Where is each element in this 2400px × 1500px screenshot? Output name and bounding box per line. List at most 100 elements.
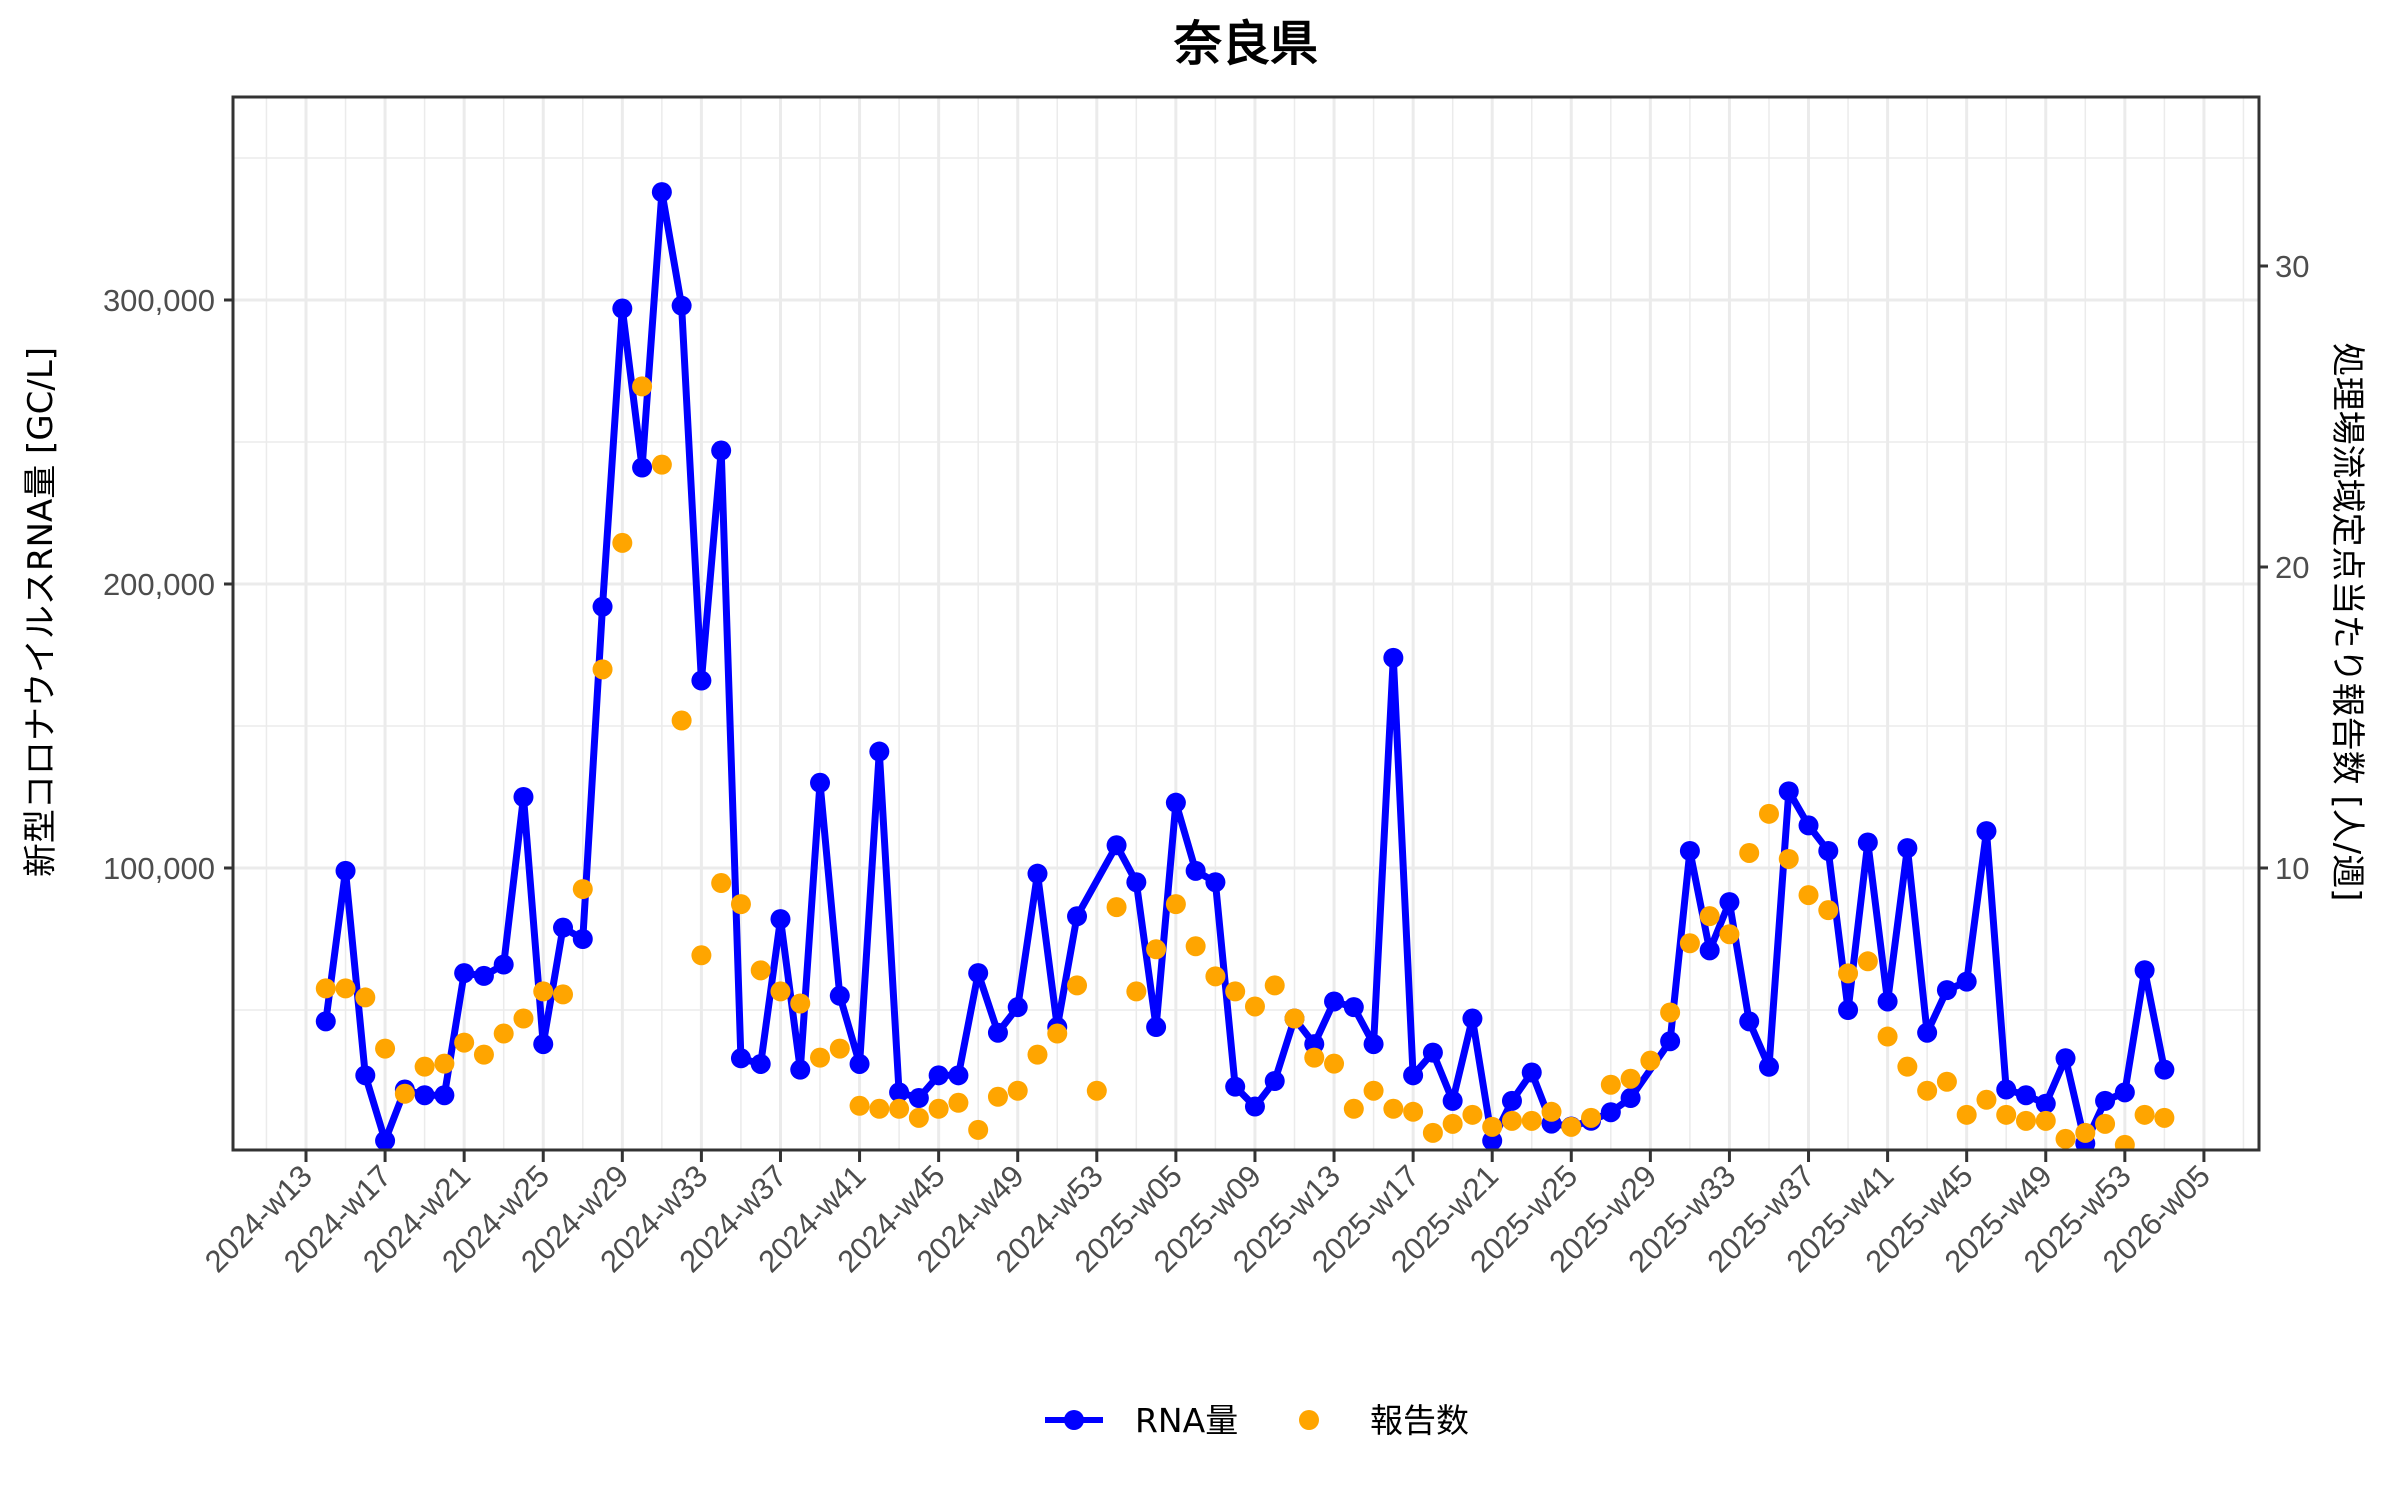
report-point	[810, 1047, 831, 1068]
y-axis-left: 100,000 200,000 300,000	[103, 283, 233, 886]
rna-line	[322, 188, 2168, 1147]
rna-point	[375, 1130, 396, 1150]
rna-point	[1007, 997, 1028, 1018]
report-point	[2095, 1113, 2116, 1134]
report-point	[948, 1092, 969, 1113]
rna-point	[315, 1011, 336, 1032]
y-tick-label: 300,000	[103, 283, 215, 318]
rna-point	[1917, 1022, 1938, 1043]
rna-point	[2055, 1048, 2076, 1069]
report-point	[790, 993, 811, 1014]
report-point	[335, 978, 356, 999]
rna-point	[1106, 835, 1127, 856]
x-axis: 2024-w132024-w172024-w212024-w252024-w29…	[198, 1150, 2217, 1279]
report-point	[1067, 975, 1088, 996]
rna-point	[1600, 1102, 1621, 1123]
report-point	[1225, 981, 1246, 1002]
rna-point	[355, 1065, 376, 1086]
rna-point	[572, 929, 593, 949]
report-point	[1324, 1053, 1345, 1074]
rna-point	[1067, 906, 1088, 927]
legend-label-rna: RNA量	[1135, 1401, 1238, 1440]
rna-point	[2035, 1093, 2056, 1114]
rna-point	[592, 596, 613, 617]
report-point	[1679, 933, 1700, 954]
report-point	[908, 1107, 929, 1128]
report-point	[572, 879, 593, 900]
rna-point	[1660, 1031, 1681, 1052]
rna-point	[1225, 1076, 1246, 1097]
rna-point	[1857, 832, 1878, 853]
legend-label-reports: 報告数	[1370, 1401, 1469, 1440]
report-point	[1027, 1044, 1048, 1065]
rna-point	[1462, 1008, 1483, 1029]
rna-point	[454, 963, 475, 984]
rna-point	[711, 440, 732, 461]
report-point	[1739, 842, 1760, 863]
grid-minor	[233, 97, 2259, 1150]
report-point	[1561, 1116, 1582, 1137]
plot-panel-border	[231, 95, 2261, 1152]
rna-point	[533, 1034, 554, 1055]
report-point	[1838, 963, 1859, 984]
rna-point	[1165, 792, 1186, 813]
rna-point	[2015, 1085, 2036, 1106]
report-point	[1996, 1104, 2017, 1125]
report-point	[968, 1119, 989, 1140]
rna-point	[1324, 991, 1345, 1012]
reports-series	[315, 376, 2175, 1150]
report-point	[414, 1056, 435, 1077]
report-point	[454, 1032, 475, 1053]
rna-point	[1363, 1034, 1384, 1055]
legend-item-reports[interactable]: 報告数	[1299, 1401, 1469, 1440]
report-point	[869, 1098, 890, 1119]
rna-point	[1027, 863, 1048, 884]
report-point	[2015, 1110, 2036, 1131]
report-point	[2035, 1110, 2056, 1131]
report-point	[2134, 1104, 2155, 1125]
report-point	[1521, 1110, 1542, 1131]
report-point	[315, 978, 336, 999]
y-axis-right: 10 20 30	[2259, 249, 2309, 886]
rna-point	[1996, 1079, 2017, 1100]
rna-point	[1758, 1056, 1779, 1077]
legend-dot-icon	[1299, 1410, 1319, 1430]
report-point	[928, 1098, 949, 1119]
rna-point	[1244, 1096, 1265, 1117]
grid-major	[233, 97, 2259, 1150]
report-point	[533, 981, 554, 1002]
report-point	[2154, 1107, 2175, 1128]
rna-point	[1403, 1065, 1424, 1086]
legend-item-rna[interactable]: RNA量	[1045, 1401, 1238, 1440]
rna-point	[1501, 1090, 1522, 1111]
report-point	[1699, 906, 1720, 927]
report-point	[889, 1098, 910, 1119]
report-point	[434, 1053, 455, 1074]
rna-point	[869, 741, 890, 762]
report-point	[987, 1086, 1008, 1107]
report-point	[1976, 1089, 1997, 1110]
rna-point	[1383, 647, 1404, 668]
report-point	[770, 981, 791, 1002]
rna-point	[414, 1085, 435, 1106]
report-point	[691, 945, 712, 966]
rna-point	[987, 1022, 1008, 1043]
y2-tick-label: 10	[2275, 851, 2309, 886]
rna-point	[750, 1053, 771, 1074]
rna-point	[1936, 980, 1957, 1001]
rna-point	[1146, 1017, 1167, 1038]
report-point	[1660, 1002, 1681, 1023]
rna-point	[810, 772, 831, 793]
rna-point	[1818, 840, 1839, 861]
report-point	[849, 1095, 870, 1116]
rna-point	[493, 954, 514, 975]
rna-point	[2154, 1059, 2175, 1080]
report-point	[1956, 1104, 1977, 1125]
rna-point	[1778, 781, 1799, 802]
report-point	[1620, 1068, 1641, 1089]
rna-point	[1838, 1000, 1859, 1020]
report-point	[711, 873, 732, 894]
report-point	[1877, 1026, 1898, 1047]
rna-point	[1442, 1090, 1463, 1111]
